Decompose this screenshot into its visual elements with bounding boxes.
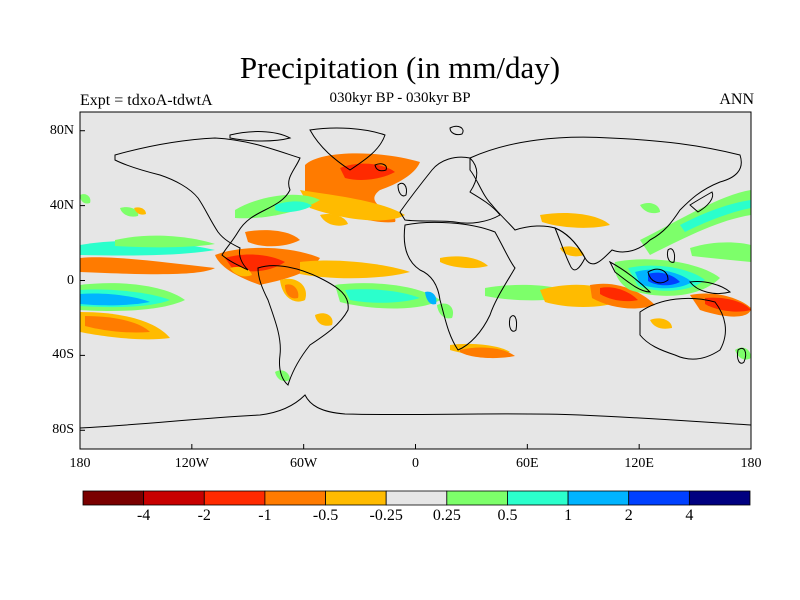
anomaly-patch-7 [275, 370, 290, 382]
anomaly-patch-10 [640, 202, 660, 214]
experiment-label: Expt = tdxoA-tdwtA [80, 92, 213, 109]
anomaly-field [80, 153, 751, 382]
anomaly-amazon-core [285, 284, 299, 299]
colorbar-label: 1 [564, 507, 573, 524]
plot-subtitle: 030kyr BP - 030kyr BP [329, 90, 471, 106]
anomaly-eq-atlantic-dry [300, 260, 410, 279]
coastline-greenland [309, 127, 386, 171]
coastline-asia [469, 136, 742, 265]
anomaly-gulf [245, 230, 300, 247]
coastline-europe [399, 156, 501, 224]
lon-tick-label: 180 [69, 456, 91, 471]
colorbar-label: -2 [197, 507, 211, 524]
coastline-iceland [374, 163, 387, 172]
anomaly-n-atlantic-band [300, 190, 405, 221]
coastline-india [554, 227, 586, 271]
lon-tick-label: 180 [740, 456, 762, 471]
colorbar-swatch [203, 490, 266, 506]
lon-tick-label: 120W [174, 456, 209, 471]
coastline-sumatra [608, 260, 652, 293]
anomaly-s-pacific-wet-core [80, 293, 150, 306]
coastline-philippines [667, 248, 675, 263]
colorbar-swatch [567, 490, 630, 506]
coastline-south-america [257, 265, 349, 386]
axis-ticks [79, 130, 752, 449]
anomaly-africa-south [437, 303, 454, 319]
anomaly-patch-6 [460, 347, 515, 359]
lon-tick-label: 60E [516, 456, 539, 471]
coastline-africa [403, 221, 516, 351]
anomaly-s-pacific-dry-core [85, 316, 150, 333]
plot-title: Precipitation (in mm/day) [239, 50, 561, 85]
anomaly-e-pacific-north-edge [115, 235, 215, 248]
anomaly-patch-5 [320, 214, 348, 226]
colorbar-swatch [446, 490, 508, 506]
coastline-australia [639, 297, 726, 360]
coastline-japan [689, 191, 714, 213]
colorbar-swatch [82, 490, 145, 506]
colorbar-swatch [325, 490, 387, 506]
anomaly-patch-3 [134, 207, 146, 215]
colorbar-label: -1 [258, 507, 272, 524]
coastline-madagascar [509, 315, 517, 332]
anomaly-nw-pacific-wet-core [680, 200, 751, 232]
colorbar-label: 4 [685, 507, 694, 524]
coastline-borneo [647, 268, 669, 284]
anomaly-s-atlantic-wet-core [345, 289, 420, 303]
coastline-new-guinea [689, 281, 732, 295]
lat-tick-label: 0 [67, 272, 74, 288]
coastlines [80, 125, 751, 429]
colorbar-swatch [385, 490, 448, 506]
colorbar-label: 0.5 [497, 507, 518, 524]
lon-tick-label: 60W [290, 456, 318, 471]
anomaly-patch-8 [735, 347, 751, 360]
lat-tick-label: 80N [49, 122, 74, 138]
colorbar-swatch [264, 490, 326, 506]
colorbar-label: 2 [624, 507, 633, 524]
anomaly-n-atlantic-wet-core [275, 201, 312, 213]
anomaly-e-pacific-south [80, 257, 215, 275]
lon-tick-label: 0 [412, 456, 419, 471]
coastline-new-zealand [737, 347, 747, 364]
coastline-svalbard [449, 125, 464, 136]
anomaly-patch-4 [80, 194, 91, 204]
colorbar-label: -4 [136, 507, 151, 524]
colorbar-swatch [143, 490, 205, 506]
coastline-antarctica [80, 394, 751, 429]
anomaly-arabian-sea [540, 213, 610, 228]
anomaly-w-pacific-dry-core [705, 297, 751, 312]
anomaly-s-atlantic-wet-deep [425, 291, 437, 305]
lon-tick-label: 120E [624, 456, 654, 471]
colorbar-label: 0.25 [432, 507, 461, 524]
coastline-british-isles [397, 182, 407, 197]
anomaly-africa-north [440, 256, 488, 269]
colorbar-swatch [628, 490, 690, 506]
lat-tick-label: 40S [52, 347, 74, 363]
colorbar-swatch [507, 490, 569, 506]
anomaly-asia-small [560, 246, 584, 257]
colorbar-label: -0.5 [312, 507, 339, 524]
colorbar-swatch [688, 490, 751, 506]
anomaly-tropical-pacific-wet [690, 242, 751, 262]
lat-tick-label: 80S [52, 422, 74, 438]
anomaly-indian-ocean-dry-deep [600, 287, 638, 302]
season-label: ANN [719, 91, 754, 108]
lat-tick-label: 40N [49, 197, 74, 213]
anomaly-s-atlantic-dry-west [315, 313, 333, 326]
colorbar [82, 490, 751, 506]
coastline-arctic-islands [229, 131, 292, 142]
colorbar-label: -0.25 [369, 507, 403, 524]
anomaly-patch-9 [650, 318, 672, 329]
anomaly-patch-2 [120, 207, 139, 217]
coastline-north-america [114, 137, 301, 271]
